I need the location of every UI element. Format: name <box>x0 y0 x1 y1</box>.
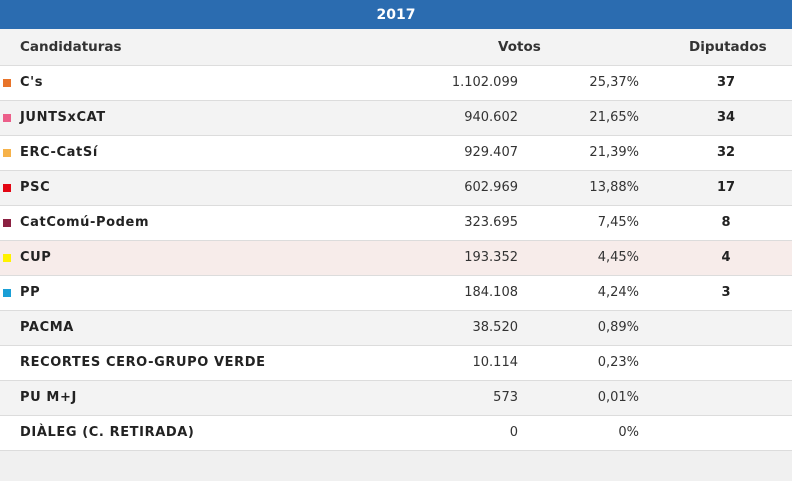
header-diputados: Diputados <box>689 39 767 55</box>
vote-count: 10.114 <box>472 355 519 370</box>
party-name: C's <box>20 75 44 90</box>
seat-count: 32 <box>716 145 736 160</box>
party-name: DIÀLEG (C. RETIRADA) <box>20 425 195 440</box>
table-row: PACMA 38.520 0,89% <box>0 311 792 346</box>
seat-count: 37 <box>716 75 736 90</box>
vote-percentage: 21,39% <box>589 145 639 160</box>
vote-percentage: 0,01% <box>597 390 639 405</box>
table-row: PP 184.108 4,24% 3 <box>0 276 792 311</box>
party-name: JUNTSxCAT <box>20 110 106 125</box>
vote-count: 929.407 <box>464 145 518 160</box>
table-row: CUP 193.352 4,45% 4 <box>0 241 792 276</box>
vote-count: 193.352 <box>464 250 518 265</box>
vote-percentage: 0,89% <box>597 320 639 335</box>
party-name: PP <box>20 285 41 300</box>
vote-count: 0 <box>509 425 518 440</box>
party-color-swatch <box>3 114 11 122</box>
vote-percentage: 4,24% <box>597 285 639 300</box>
table-row: DIÀLEG (C. RETIRADA) 0 0% <box>0 416 792 451</box>
table-row: RECORTES CERO-GRUPO VERDE 10.114 0,23% <box>0 346 792 381</box>
vote-count: 184.108 <box>464 285 518 300</box>
header-candidaturas: Candidaturas <box>20 39 122 55</box>
results-table-body: C's 1.102.099 25,37% 37 JUNTSxCAT 940.602 21,6… <box>0 66 792 451</box>
seat-count: 34 <box>716 110 736 125</box>
table-row: PU M+J 573 0,01% <box>0 381 792 416</box>
table-header: Candidaturas Votos Diputados <box>0 29 792 66</box>
party-color-swatch <box>3 289 11 297</box>
party-name: PACMA <box>20 320 74 335</box>
vote-percentage: 13,88% <box>589 180 639 195</box>
year-header: 2017 <box>0 0 792 29</box>
seat-count: 17 <box>716 180 736 195</box>
vote-percentage: 0,23% <box>597 355 639 370</box>
seat-count: 4 <box>721 250 731 265</box>
party-color-swatch <box>3 149 11 157</box>
party-name: RECORTES CERO-GRUPO VERDE <box>20 355 266 370</box>
table-row: ERC-CatSí 929.407 21,39% 32 <box>0 136 792 171</box>
header-votos: Votos <box>498 39 541 55</box>
table-row: C's 1.102.099 25,37% 37 <box>0 66 792 101</box>
vote-percentage: 0% <box>618 425 639 440</box>
vote-count: 38.520 <box>472 320 519 335</box>
party-name: ERC-CatSí <box>20 145 98 160</box>
seat-count: 8 <box>721 215 731 230</box>
vote-count: 323.695 <box>464 215 518 230</box>
seat-count: 3 <box>721 285 731 300</box>
party-name: PU M+J <box>20 390 77 405</box>
vote-count: 1.102.099 <box>451 75 518 90</box>
vote-percentage: 21,65% <box>589 110 639 125</box>
vote-percentage: 7,45% <box>597 215 639 230</box>
party-name: CatComú-Podem <box>20 215 150 230</box>
party-color-swatch <box>3 79 11 87</box>
vote-count: 602.969 <box>464 180 518 195</box>
vote-count: 573 <box>493 390 518 405</box>
party-color-swatch <box>3 254 11 262</box>
vote-count: 940.602 <box>464 110 518 125</box>
party-color-swatch <box>3 184 11 192</box>
table-row: PSC 602.969 13,88% 17 <box>0 171 792 206</box>
party-color-swatch <box>3 219 11 227</box>
party-name: PSC <box>20 180 51 195</box>
party-name: CUP <box>20 250 52 265</box>
table-row: JUNTSxCAT 940.602 21,65% 34 <box>0 101 792 136</box>
vote-percentage: 25,37% <box>589 75 639 90</box>
vote-percentage: 4,45% <box>597 250 639 265</box>
year-label: 2017 <box>376 6 416 23</box>
table-row: CatComú-Podem 323.695 7,45% 8 <box>0 206 792 241</box>
